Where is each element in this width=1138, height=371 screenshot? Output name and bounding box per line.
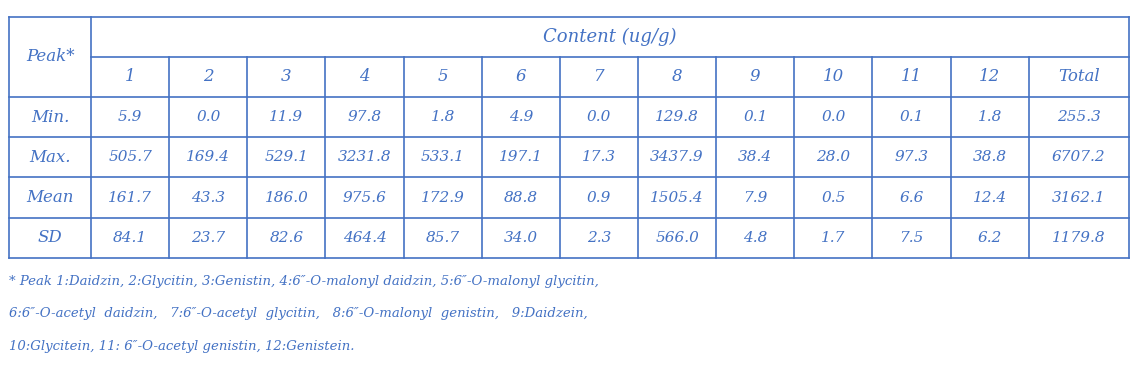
Text: Total: Total	[1058, 69, 1099, 85]
Text: 1: 1	[125, 69, 135, 85]
Text: 505.7: 505.7	[108, 150, 152, 164]
Text: 975.6: 975.6	[343, 191, 387, 204]
Text: 11: 11	[901, 69, 922, 85]
Text: 255.3: 255.3	[1057, 110, 1100, 124]
Text: 5: 5	[437, 69, 448, 85]
Text: 566.0: 566.0	[655, 231, 699, 245]
Text: 3162.1: 3162.1	[1052, 191, 1106, 204]
Text: 34.0: 34.0	[504, 231, 538, 245]
Text: 4: 4	[360, 69, 370, 85]
Text: 6.6: 6.6	[899, 191, 924, 204]
Text: 82.6: 82.6	[270, 231, 304, 245]
Text: 3437.9: 3437.9	[650, 150, 704, 164]
Text: Mean: Mean	[26, 189, 74, 206]
Text: 97.3: 97.3	[894, 150, 929, 164]
Text: 129.8: 129.8	[655, 110, 699, 124]
Text: 0.0: 0.0	[196, 110, 221, 124]
Text: 9: 9	[750, 69, 760, 85]
Text: Peak*: Peak*	[26, 48, 74, 65]
Text: 1.8: 1.8	[978, 110, 1001, 124]
Text: 84.1: 84.1	[113, 231, 147, 245]
Text: 6.2: 6.2	[978, 231, 1001, 245]
Text: Content (ug/g): Content (ug/g)	[543, 28, 677, 46]
Text: 1179.8: 1179.8	[1052, 231, 1106, 245]
Text: 6707.2: 6707.2	[1052, 150, 1106, 164]
Text: 2: 2	[203, 69, 214, 85]
Text: 17.3: 17.3	[582, 150, 616, 164]
Text: 43.3: 43.3	[191, 191, 225, 204]
Text: 0.0: 0.0	[587, 110, 611, 124]
Text: 12.4: 12.4	[973, 191, 1007, 204]
Text: 28.0: 28.0	[816, 150, 850, 164]
Text: Min.: Min.	[31, 109, 69, 126]
Text: 1.7: 1.7	[822, 231, 846, 245]
Text: 169.4: 169.4	[187, 150, 230, 164]
Text: 85.7: 85.7	[426, 231, 460, 245]
Text: 0.1: 0.1	[743, 110, 767, 124]
Text: 8: 8	[671, 69, 683, 85]
Text: 186.0: 186.0	[264, 191, 308, 204]
Text: 6:6″-O-acetyl  daidzin,   7:6″-O-acetyl  glycitin,   8:6″-O-malonyl  genistin,  : 6:6″-O-acetyl daidzin, 7:6″-O-acetyl gly…	[9, 307, 588, 320]
Text: 38.4: 38.4	[739, 150, 773, 164]
Text: 7: 7	[594, 69, 604, 85]
Text: 0.1: 0.1	[899, 110, 924, 124]
Text: 161.7: 161.7	[108, 191, 152, 204]
Text: 12: 12	[979, 69, 1000, 85]
Text: 4.8: 4.8	[743, 231, 767, 245]
Text: 23.7: 23.7	[191, 231, 225, 245]
Text: 7.5: 7.5	[899, 231, 924, 245]
Text: 3231.8: 3231.8	[338, 150, 391, 164]
Text: 6: 6	[516, 69, 526, 85]
Text: 10:Glycitein, 11: 6″-O-acetyl genistin, 12:Genistein.: 10:Glycitein, 11: 6″-O-acetyl genistin, …	[9, 340, 355, 353]
Text: 464.4: 464.4	[343, 231, 387, 245]
Text: 197.1: 197.1	[498, 150, 543, 164]
Text: 529.1: 529.1	[264, 150, 308, 164]
Text: 3: 3	[281, 69, 291, 85]
Text: 0.0: 0.0	[822, 110, 846, 124]
Text: 0.5: 0.5	[822, 191, 846, 204]
Text: 4.9: 4.9	[509, 110, 533, 124]
Text: 2.3: 2.3	[587, 231, 611, 245]
Text: 11.9: 11.9	[270, 110, 304, 124]
Text: 0.9: 0.9	[587, 191, 611, 204]
Text: 1505.4: 1505.4	[650, 191, 704, 204]
Text: * Peak 1:Daidzin, 2:Glycitin, 3:Genistin, 4:6″-O-malonyl daidzin, 5:6″-O-malonyl: * Peak 1:Daidzin, 2:Glycitin, 3:Genistin…	[9, 275, 599, 288]
Text: Max.: Max.	[30, 149, 71, 166]
Text: 10: 10	[823, 69, 844, 85]
Text: SD: SD	[38, 229, 63, 246]
Text: 88.8: 88.8	[504, 191, 538, 204]
Text: 5.9: 5.9	[118, 110, 142, 124]
Text: 38.8: 38.8	[973, 150, 1007, 164]
Text: 1.8: 1.8	[430, 110, 455, 124]
Text: 97.8: 97.8	[347, 110, 381, 124]
Text: 172.9: 172.9	[421, 191, 464, 204]
Text: 533.1: 533.1	[421, 150, 464, 164]
Text: 7.9: 7.9	[743, 191, 767, 204]
